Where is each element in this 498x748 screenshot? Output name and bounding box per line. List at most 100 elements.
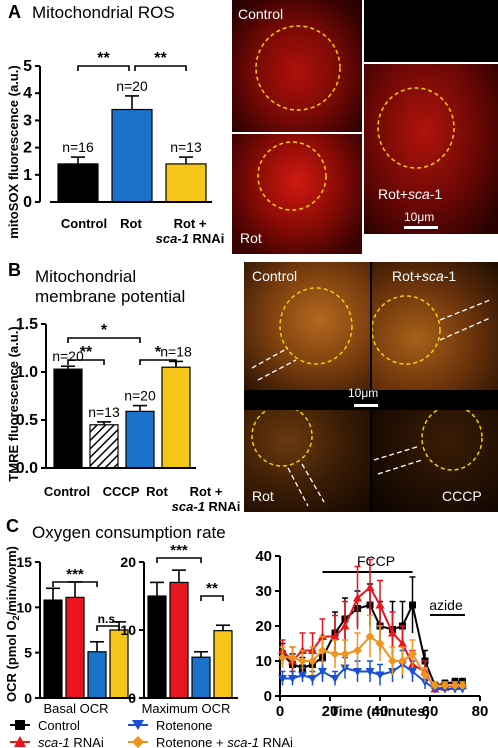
- panel-a-micrograph-control: Control: [232, 0, 362, 132]
- legend-item-rotenone: Rotenone: [128, 718, 212, 733]
- legend-marker-square: [15, 720, 25, 730]
- panel-c-ylabel: OCR (pmol O2/min/worm): [4, 546, 21, 702]
- label-b-rot-sca1: Rot+sca-1: [392, 268, 457, 284]
- annotation-fccp: FCCP: [357, 553, 395, 569]
- c3-point: [458, 681, 467, 690]
- b-bar: [89, 424, 119, 469]
- c1-y-tick-label: 15: [16, 554, 32, 570]
- b-sig-label: *: [101, 322, 108, 339]
- a-bar: [57, 163, 99, 203]
- c1-y-tick-label: 0: [24, 690, 32, 706]
- b-sig-bracket: [139, 359, 177, 365]
- panel-c-basal-xlabel: Basal OCR: [43, 701, 108, 716]
- c3-point: [330, 649, 340, 659]
- legend-item-control: Control: [10, 718, 80, 733]
- c3-point: [440, 681, 450, 690]
- c3-point: [420, 678, 430, 687]
- c3-point: [288, 653, 297, 662]
- a-y-tick-label: 2: [23, 140, 32, 157]
- c2-sig-label: ***: [170, 542, 188, 559]
- panel-a-ylabel: mitoSOX fluorescence (a.u.): [6, 65, 21, 238]
- panel-b-xtick-rot: Rot: [146, 484, 168, 499]
- scale-label-a: 10μm: [404, 210, 435, 224]
- scale-bar-a: [404, 226, 438, 229]
- c1-sig-label: ***: [66, 566, 84, 583]
- c1-bar: [109, 629, 129, 699]
- a-y-tick-label: 5: [23, 58, 32, 75]
- c3-point: [450, 681, 460, 690]
- panel-c-charts: C Oxygen consumption rate OCR (pmol O2/m…: [4, 516, 488, 748]
- panel-b-plot: 0.00.51.01.5n=20n=13n=20n=18*** *: [16, 316, 196, 477]
- a-bar: [111, 108, 153, 203]
- panel-a-xtick-rot-sca1: Rot +: [174, 216, 207, 231]
- panel-b-title-line2: membrane potential: [35, 287, 185, 306]
- panel-b-xtick-rot-sca1: Rot +: [190, 484, 223, 499]
- a-sig-label: **: [97, 50, 110, 67]
- b-sig-label: *: [155, 344, 162, 361]
- c3-x-tick-label: 80: [472, 703, 489, 720]
- a-sig-label: **: [154, 50, 167, 67]
- legend-item-sca1: sca-1 RNAi: [10, 735, 104, 748]
- panel-a-chart: A Mitochondrial ROS mitoSOX fluorescence…: [6, 2, 225, 245]
- panel-b-letter: B: [8, 260, 21, 280]
- c3-point: [318, 646, 327, 655]
- scale-label-b: 10μm: [348, 386, 379, 400]
- c3-point: [330, 675, 340, 683]
- c3-x-tick-label: 0: [276, 703, 284, 720]
- panel-b-xtick-rot-sca1-line2: sca-1 RNAi: [172, 499, 241, 514]
- panel-a-xtick-rot-sca1-line2: sca-1 RNAi: [156, 231, 225, 245]
- c2-bar: [191, 656, 211, 699]
- c3-point: [308, 656, 317, 666]
- c3-point: [388, 656, 397, 666]
- c1-sig-label: n.s.: [98, 612, 119, 626]
- b-y-tick-label: 0.5: [16, 412, 38, 429]
- c3-point: [365, 668, 375, 676]
- c2-y-tick-label: 0: [128, 690, 136, 706]
- c3-y-tick-label: 0: [264, 688, 272, 705]
- panel-b-micrographs: Control Rot+sca-1 10μm Rot: [244, 262, 498, 512]
- b-bar: [161, 366, 191, 469]
- b-bar: [125, 410, 155, 469]
- c3-point: [278, 653, 287, 662]
- panel-b-micrograph-cccp: CCCP: [372, 410, 498, 512]
- legend-label-rotenone: Rotenone: [156, 718, 212, 733]
- panel-c-timecourse-plot: 0 10 20 30 40 0 20 40 60 80: [255, 548, 488, 720]
- a-sig-bracket: [77, 65, 130, 71]
- c3-point: [318, 668, 327, 676]
- c2-y-tick-label: 20: [120, 554, 136, 570]
- c3-point: [353, 646, 362, 655]
- panel-b-chart: B Mitochondrial membrane potential TMRE …: [6, 260, 241, 514]
- c3-point: [408, 649, 417, 659]
- label-rot: Rot: [240, 230, 262, 246]
- scale-bar-b: [354, 404, 378, 407]
- legend-label-rot-sca1: Rotenone + sca-1 RNAi: [156, 735, 293, 748]
- panel-a-title: Mitochondrial ROS: [32, 3, 175, 22]
- label-b-cccp: CCCP: [442, 488, 482, 504]
- label-b-rot: Rot: [252, 488, 274, 504]
- c3-point: [278, 675, 287, 683]
- panel-a-micrograph-empty: [364, 0, 498, 62]
- c3-x-tick-label: 40: [372, 703, 389, 720]
- label-rot-sca1: Rot+sca-1: [378, 186, 443, 202]
- c3-point: [420, 670, 430, 680]
- panel-b-micrograph-rot: Rot: [244, 410, 370, 512]
- c2-bar: [147, 595, 167, 699]
- c2-bar: [213, 630, 233, 699]
- b-sig-bracket: [67, 359, 105, 365]
- a-bar: [165, 163, 207, 203]
- panel-a-micrograph-rot-sca1: Rot+sca-1 10μm: [364, 64, 498, 234]
- b-y-tick-label: 1.5: [16, 316, 38, 333]
- c3-point: [375, 639, 385, 648]
- panel-c-time-xlabel: Time (minutes): [330, 703, 429, 719]
- a-y-tick-label: 1: [23, 167, 32, 184]
- a-n-label: n=16: [62, 139, 94, 155]
- c1-bar: [87, 651, 107, 699]
- panel-c-legend: Control sca-1 RNAi Rotenone Rotenone + s…: [10, 718, 293, 748]
- c3-point: [330, 632, 340, 640]
- c2-sig-label: **: [206, 580, 218, 597]
- c3-point: [340, 664, 350, 673]
- c1-y-tick-label: 10: [16, 599, 32, 615]
- panel-b-micrograph-rot-sca1: Rot+sca-1: [372, 262, 498, 390]
- b-sig-bracket: [67, 337, 141, 343]
